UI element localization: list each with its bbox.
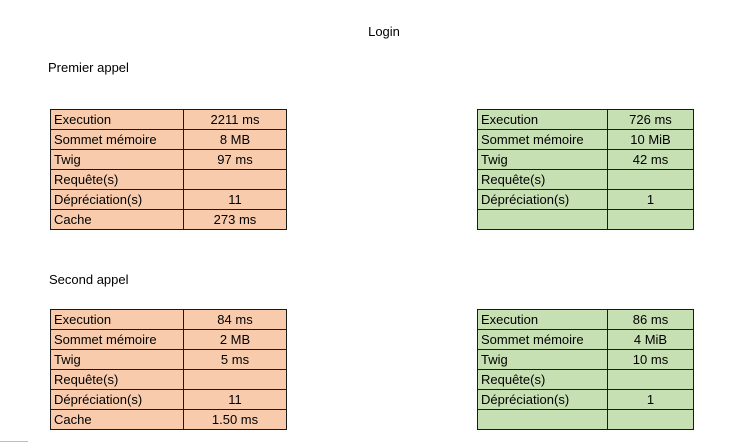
row-label[interactable]: [477, 209, 608, 230]
row-value[interactable]: 273 ms: [183, 209, 287, 230]
row-value[interactable]: 10 MiB: [607, 129, 694, 150]
table-row: Twig 5 ms: [50, 349, 287, 370]
row-value[interactable]: 97 ms: [183, 149, 287, 170]
row-label[interactable]: Requête(s): [477, 369, 608, 390]
row-label[interactable]: [477, 409, 608, 430]
row-label[interactable]: Cache: [50, 409, 184, 430]
row-value[interactable]: [183, 369, 287, 390]
second-appel-left-table: Execution 84 ms Sommet mémoire 2 MB Twig 5 …: [50, 309, 287, 430]
table-row: Execution 84 ms: [50, 309, 287, 330]
table-row: Dépréciation(s) 11: [50, 389, 287, 410]
row-label[interactable]: Dépréciation(s): [50, 189, 184, 210]
row-value[interactable]: 2 MB: [183, 329, 287, 350]
table-row: Sommet mémoire 2 MB: [50, 329, 287, 350]
table-row: Execution 726 ms: [477, 109, 694, 130]
row-value[interactable]: 2211 ms: [183, 109, 287, 130]
table-row: Twig 42 ms: [477, 149, 694, 170]
row-label[interactable]: Execution: [477, 109, 608, 130]
table-row: Sommet mémoire 4 MiB: [477, 329, 694, 350]
row-label[interactable]: Requête(s): [477, 169, 608, 190]
premier-appel-left-table: Execution 2211 ms Sommet mémoire 8 MB Twig…: [50, 109, 287, 230]
row-label[interactable]: Execution: [50, 309, 184, 330]
row-label[interactable]: Sommet mémoire: [50, 129, 184, 150]
table-row: Dépréciation(s) 11: [50, 189, 287, 210]
row-value[interactable]: 11: [183, 189, 287, 210]
row-label[interactable]: Dépréciation(s): [477, 189, 608, 210]
row-label[interactable]: Dépréciation(s): [477, 389, 608, 410]
row-value[interactable]: 86 ms: [607, 309, 694, 330]
row-value[interactable]: [607, 209, 694, 230]
row-label[interactable]: Sommet mémoire: [477, 329, 608, 350]
row-value[interactable]: 11: [183, 389, 287, 410]
section-label-premier-appel: Premier appel: [48, 60, 129, 75]
row-value[interactable]: 10 ms: [607, 349, 694, 370]
table-row: Twig 10 ms: [477, 349, 694, 370]
row-value[interactable]: 1: [607, 189, 694, 210]
row-label[interactable]: Requête(s): [50, 169, 184, 190]
second-appel-right-table: Execution 86 ms Sommet mémoire 4 MiB Twig 1…: [477, 309, 694, 430]
table-row: [477, 409, 694, 430]
table-row: Sommet mémoire 10 MiB: [477, 129, 694, 150]
row-value[interactable]: 726 ms: [607, 109, 694, 130]
row-value[interactable]: 1: [607, 389, 694, 410]
table-row: Cache 1.50 ms: [50, 409, 287, 430]
row-value[interactable]: 1.50 ms: [183, 409, 287, 430]
row-value[interactable]: [607, 169, 694, 190]
row-label[interactable]: Twig: [50, 349, 184, 370]
row-label[interactable]: Execution: [50, 109, 184, 130]
table-row: Sommet mémoire 8 MB: [50, 129, 287, 150]
row-label[interactable]: Execution: [477, 309, 608, 330]
table-row: Execution 2211 ms: [50, 109, 287, 130]
table-row: Dépréciation(s) 1: [477, 389, 694, 410]
table-row: Requête(s): [477, 369, 694, 390]
row-label[interactable]: Twig: [477, 149, 608, 170]
row-label[interactable]: Dépréciation(s): [50, 389, 184, 410]
row-label[interactable]: Twig: [477, 349, 608, 370]
table-row: Requête(s): [50, 369, 287, 390]
table-row: Requête(s): [477, 169, 694, 190]
row-value[interactable]: 42 ms: [607, 149, 694, 170]
table-row: Dépréciation(s) 1: [477, 189, 694, 210]
row-label[interactable]: Sommet mémoire: [477, 129, 608, 150]
row-label[interactable]: Cache: [50, 209, 184, 230]
row-value[interactable]: 5 ms: [183, 349, 287, 370]
row-value[interactable]: [607, 369, 694, 390]
table-row: Execution 86 ms: [477, 309, 694, 330]
page-title: Login: [368, 24, 400, 39]
row-value[interactable]: [183, 169, 287, 190]
row-label[interactable]: Twig: [50, 149, 184, 170]
row-label[interactable]: Sommet mémoire: [50, 329, 184, 350]
table-row: Cache 273 ms: [50, 209, 287, 230]
table-row: Requête(s): [50, 169, 287, 190]
table-row: Twig 97 ms: [50, 149, 287, 170]
table-row: [477, 209, 694, 230]
row-value[interactable]: 84 ms: [183, 309, 287, 330]
premier-appel-right-table: Execution 726 ms Sommet mémoire 10 MiB Twi…: [477, 109, 694, 230]
row-value[interactable]: 4 MiB: [607, 329, 694, 350]
section-label-second-appel: Second appel: [49, 272, 129, 287]
row-value[interactable]: 8 MB: [183, 129, 287, 150]
row-label[interactable]: Requête(s): [50, 369, 184, 390]
row-value[interactable]: [607, 409, 694, 430]
